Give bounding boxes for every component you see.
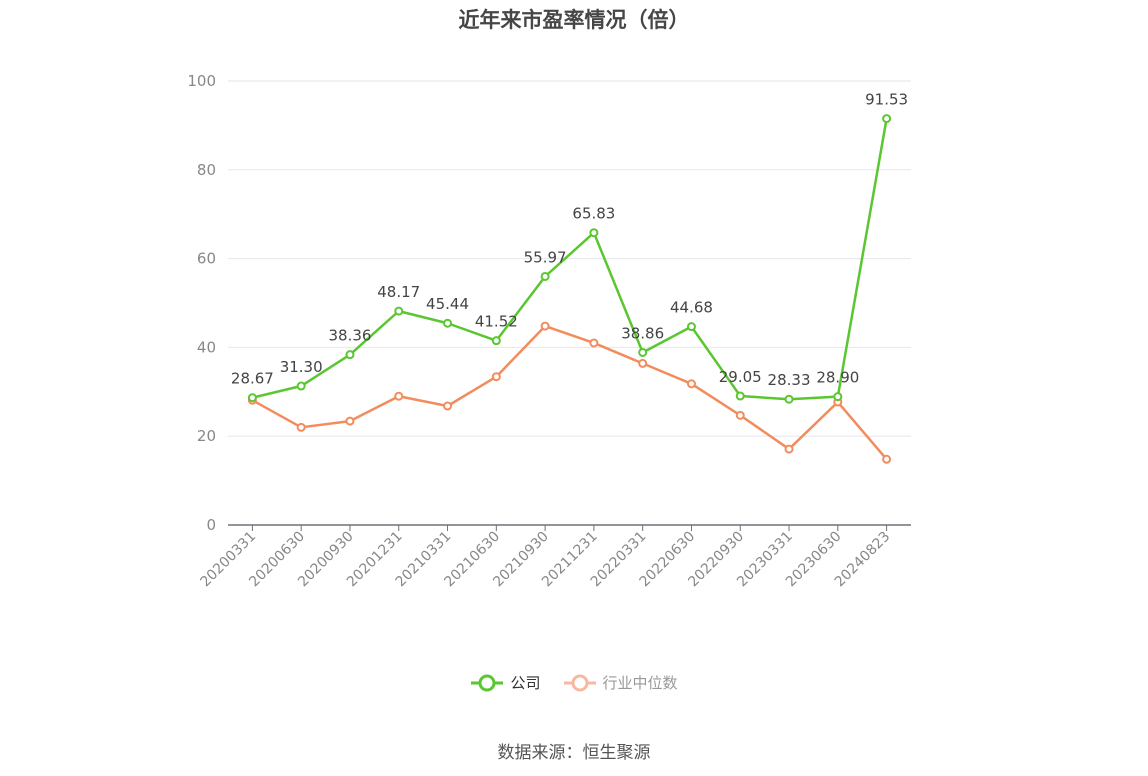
data-point-industry (784, 444, 794, 454)
data-point-company (491, 336, 501, 346)
data-point-company (686, 322, 696, 332)
series-line-industry (251, 324, 888, 461)
legend-company-marker-icon (471, 674, 504, 691)
chart-title: 近年来市盈率情况（倍） (458, 8, 690, 32)
data-point-company (247, 393, 257, 403)
data-label: 44.68 (670, 299, 713, 317)
y-tick-label: 40 (197, 338, 216, 356)
data-point-company (784, 394, 794, 404)
data-point-industry (686, 379, 696, 389)
data-point-company (735, 391, 745, 401)
data-point-industry (345, 416, 355, 426)
legend-label-industry: 行业中位数 (602, 674, 678, 692)
y-tick-label: 80 (197, 161, 216, 179)
data-label: 41.52 (475, 313, 518, 331)
data-label: 65.83 (572, 205, 615, 223)
legend-item-industry[interactable]: 行业中位数 (563, 672, 678, 693)
data-point-industry (735, 410, 745, 420)
data-point-industry (394, 391, 404, 401)
y-tick-label: 100 (187, 72, 216, 90)
data-label: 48.17 (377, 283, 420, 301)
y-tick-label: 20 (197, 427, 216, 445)
data-point-industry (882, 454, 892, 464)
data-point-industry (296, 422, 306, 432)
source-note: 数据来源：恒生聚源 (497, 743, 651, 763)
data-point-industry (589, 338, 599, 348)
data-label: 38.86 (621, 324, 664, 342)
data-point-company (833, 392, 843, 402)
data-label: 55.97 (524, 248, 567, 266)
data-label: 45.44 (426, 295, 469, 313)
data-label: 28.67 (231, 370, 274, 388)
data-point-industry (443, 401, 453, 411)
data-label: 38.36 (328, 327, 371, 345)
data-point-company (443, 318, 453, 328)
data-point-company (296, 381, 306, 391)
data-label: 29.05 (719, 368, 762, 386)
data-point-company (589, 228, 599, 238)
legend-label-company: 公司 (510, 674, 541, 692)
data-point-industry (491, 372, 501, 382)
legend-industry-marker-icon (563, 674, 596, 691)
data-point-company (882, 114, 892, 124)
legend: 公司 行业中位数 (0, 672, 1148, 693)
legend-item-company[interactable]: 公司 (470, 672, 541, 693)
data-label: 28.90 (816, 369, 859, 387)
data-label: 31.30 (280, 358, 323, 376)
data-point-industry (638, 358, 648, 368)
data-point-company (540, 271, 550, 281)
data-point-company (345, 350, 355, 360)
data-point-industry (540, 321, 550, 331)
data-point-company (394, 306, 404, 316)
data-label: 91.53 (865, 91, 908, 109)
data-label: 28.33 (768, 371, 811, 389)
y-tick-label: 60 (197, 250, 216, 268)
series-line-company (252, 118, 888, 401)
y-tick-label: 0 (206, 516, 216, 534)
data-point-company (638, 347, 648, 357)
